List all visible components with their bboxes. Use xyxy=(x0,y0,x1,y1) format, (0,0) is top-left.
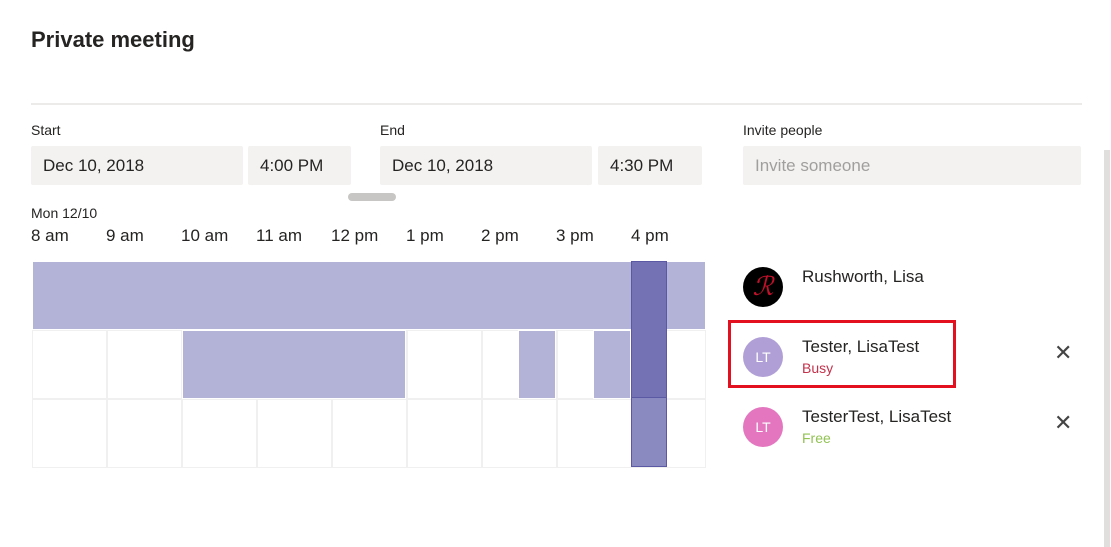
busy-block xyxy=(593,330,631,399)
avatar: LT xyxy=(743,407,783,447)
person-status: Free xyxy=(802,430,831,446)
grid-cell xyxy=(182,399,257,468)
hour-label: 3 pm xyxy=(556,226,594,245)
grid-cell xyxy=(482,399,557,468)
grid-cell xyxy=(32,399,107,468)
grid-cell xyxy=(257,399,332,468)
scrollbar[interactable] xyxy=(1104,150,1110,547)
hour-label: 1 pm xyxy=(406,226,444,245)
selected-slot xyxy=(631,398,667,467)
scroll-handle[interactable] xyxy=(348,193,396,201)
grid-cell xyxy=(107,330,182,399)
person-name: TesterTest, LisaTest xyxy=(802,407,952,426)
hour-label: 4 pm xyxy=(631,226,669,245)
person-status: Busy xyxy=(802,360,834,376)
remove-button[interactable]: ✕ xyxy=(1054,410,1073,435)
end-date[interactable]: Dec 10, 2018 xyxy=(380,146,592,185)
grid-cell xyxy=(32,330,107,399)
highlight-box xyxy=(728,320,956,388)
grid-cell xyxy=(107,399,182,468)
start-date[interactable]: Dec 10, 2018 xyxy=(31,146,243,185)
grid-cell xyxy=(407,399,482,468)
avatar-image: ℛ xyxy=(743,267,783,307)
start-label: Start xyxy=(31,122,61,138)
hour-label: 10 am xyxy=(181,226,229,245)
title: Private meeting xyxy=(31,27,195,52)
end-time[interactable]: 4:30 PM xyxy=(598,146,702,185)
day-label: Mon 12/10 xyxy=(31,205,98,221)
hour-label: 11 am xyxy=(256,226,302,245)
end-label: End xyxy=(380,122,405,138)
hour-label: 12 pm xyxy=(331,226,379,245)
remove-button[interactable]: ✕ xyxy=(1054,340,1073,365)
grid-cell xyxy=(332,399,407,468)
grid-cell xyxy=(557,399,632,468)
busy-block xyxy=(182,330,406,399)
start-time[interactable]: 4:00 PM xyxy=(248,146,351,185)
invite-input[interactable]: Invite someone xyxy=(743,146,1081,185)
person-name: Rushworth, Lisa xyxy=(802,267,924,286)
hour-label: 2 pm xyxy=(481,226,519,245)
hour-label: 8 am xyxy=(31,226,69,245)
busy-block xyxy=(32,261,706,330)
person-name: Tester, LisaTest xyxy=(802,337,920,356)
grid-cell xyxy=(407,330,482,399)
hour-label: 9 am xyxy=(106,226,144,245)
divider xyxy=(31,103,1082,105)
selected-slot xyxy=(631,261,667,398)
invite-label: Invite people xyxy=(743,122,823,138)
busy-block xyxy=(518,330,556,399)
avatar: LT xyxy=(743,337,783,377)
